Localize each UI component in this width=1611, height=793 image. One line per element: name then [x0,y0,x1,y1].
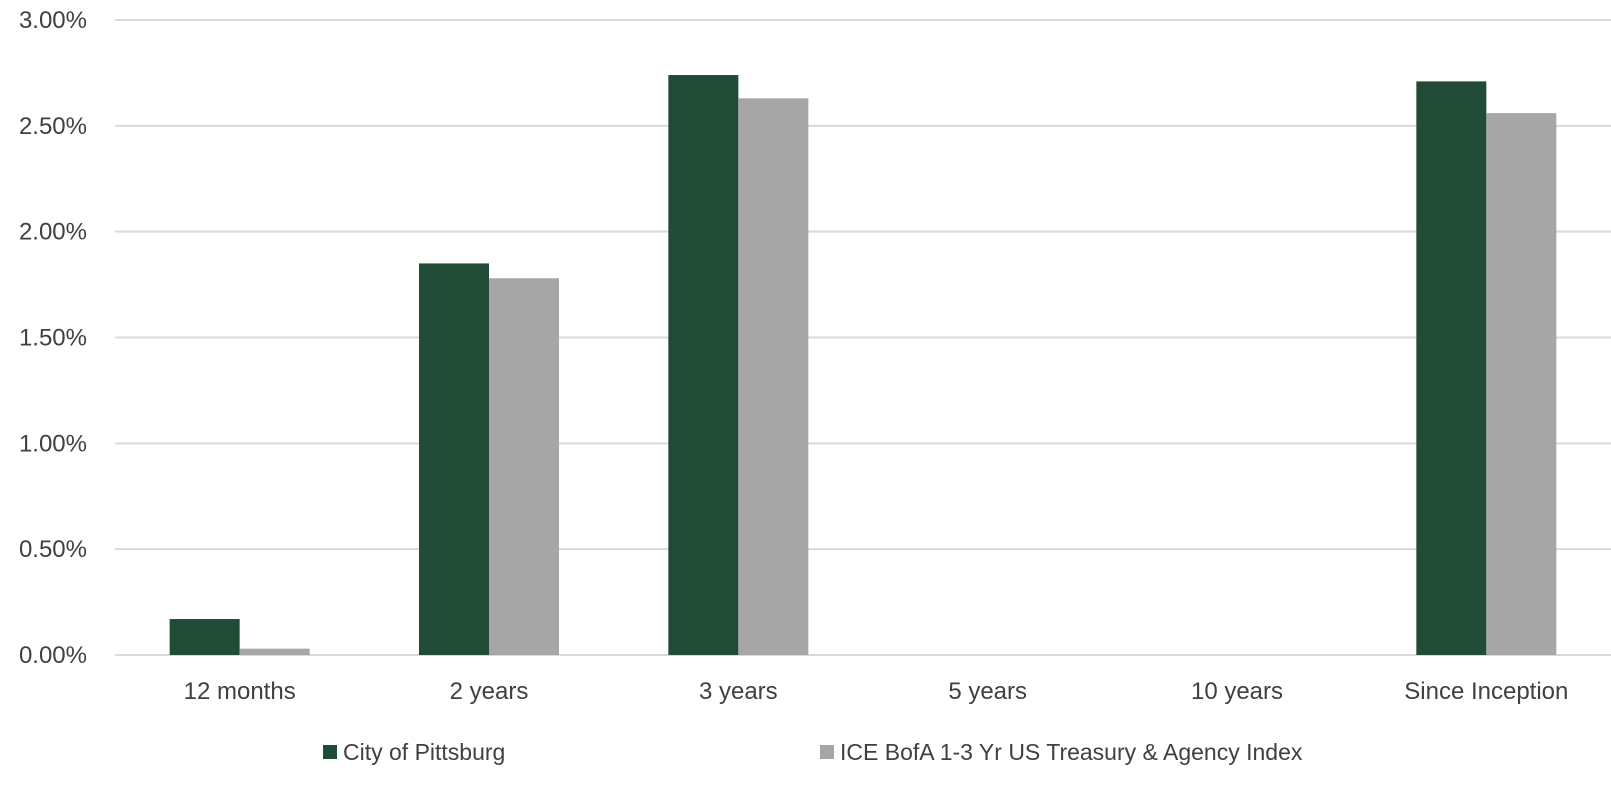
x-axis-category-labels: 12 months 2 years 3 years 5 years 10 years Si… [184,678,1569,705]
y-tick-label: 2.50% [19,113,87,140]
bar-city-of-pittsburg [419,263,489,655]
bar-ice-bofa-index [1486,113,1557,656]
x-category-label: 12 months [184,678,296,705]
y-tick-label: 0.00% [19,642,87,669]
bar-city-of-pittsburg [1416,81,1487,656]
y-tick-label: 1.50% [19,325,87,352]
gridlines [115,19,1611,656]
bar-city-of-pittsburg [169,619,240,655]
x-category-label: Since Inception [1404,678,1568,705]
y-tick-label: 0.50% [19,536,87,563]
bar-ice-bofa-index [239,648,310,655]
x-category-label: 3 years [699,678,778,705]
y-tick-label: 3.00% [19,7,87,34]
y-tick-label: 2.00% [19,219,87,246]
legend-swatch [323,745,337,759]
bar-city-of-pittsburg [668,75,739,656]
bar-ice-bofa-index [489,278,559,655]
x-category-label: 2 years [450,678,529,705]
legend: City of Pittsburg ICE BofA 1-3 Yr US Trea… [323,739,1303,765]
y-tick-label: 1.00% [19,430,87,457]
x-category-label: 5 years [948,678,1027,705]
y-axis-tick-labels: 0.00% 0.50% 1.00% 1.50% 2.00% 2.50% 3.00% [19,7,87,669]
legend-label: ICE BofA 1-3 Yr US Treasury & Agency Ind… [840,739,1303,765]
bars [169,75,1557,656]
x-category-label: 10 years [1191,678,1283,705]
bar-ice-bofa-index [738,98,809,656]
legend-swatch [820,745,834,759]
legend-label: City of Pittsburg [343,739,505,765]
